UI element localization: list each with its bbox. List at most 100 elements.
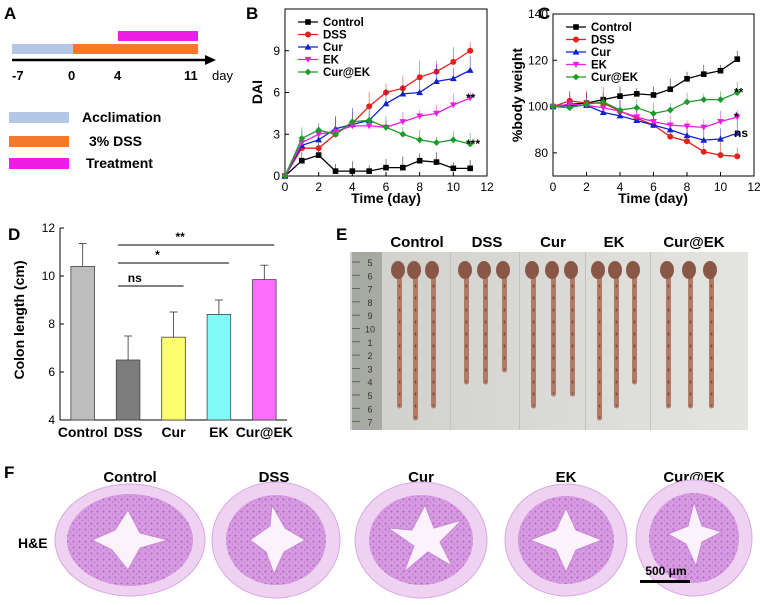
cecum <box>407 261 421 279</box>
photo-column-divider <box>519 252 520 430</box>
weight-data-point <box>683 98 691 106</box>
panel-letter-e: E <box>336 225 347 244</box>
dai-data-point <box>315 136 323 143</box>
colon-y-tick-label: 6 <box>48 365 55 379</box>
colon-specimen-content <box>615 273 618 406</box>
ruler <box>352 252 382 430</box>
weight-x-tick-label: 0 <box>550 180 557 194</box>
dai-data-point <box>416 89 424 96</box>
timeline-unit: day <box>212 68 233 83</box>
timeline-dss-bar <box>73 44 198 54</box>
dai-data-point <box>416 113 424 120</box>
colon-bar <box>252 279 277 421</box>
dai-data-point <box>433 110 440 117</box>
weight-legend-marker <box>572 73 580 81</box>
dai-data-point <box>315 145 322 152</box>
ruler-number: 6 <box>367 271 372 281</box>
weight-data-point <box>700 124 708 131</box>
legend-label-acclimation: Acclimation <box>82 109 161 125</box>
dai-data-point <box>315 126 323 134</box>
weight-x-tick-label: 6 <box>650 180 657 194</box>
colon-category-label: Control <box>58 424 108 440</box>
dai-data-point <box>399 130 407 138</box>
histology-section-cur-ek <box>635 479 753 597</box>
ruler-number: 5 <box>367 258 372 268</box>
weight-data-point <box>733 129 741 136</box>
cecum <box>391 261 405 279</box>
colon-y-tick-label: 4 <box>48 413 55 427</box>
colon-significance-label: ns <box>128 271 142 285</box>
weight-y-tick-label: 120 <box>528 53 548 67</box>
weight-data-point <box>666 106 674 114</box>
colon-specimens <box>391 261 717 421</box>
dai-legend-marker <box>304 43 312 50</box>
dai-data-point <box>315 131 323 138</box>
body-weight-line-chart: %body weight Time (day) 0 2 4 6 8 10 12 80 100 12… <box>509 7 760 206</box>
ruler-number: 8 <box>367 298 372 308</box>
colon-specimen <box>686 271 693 409</box>
weight-data-point <box>717 119 724 126</box>
dai-data-point <box>416 157 423 164</box>
colon-y-tick-label: 8 <box>48 317 55 331</box>
colon-specimen <box>529 271 536 409</box>
colon-specimen-content <box>465 273 468 382</box>
colon-specimen <box>395 271 402 409</box>
dai-x-tick-label: 10 <box>447 180 461 194</box>
colon-specimen <box>462 271 469 385</box>
weight-data-point <box>616 106 624 114</box>
cecum <box>591 261 605 279</box>
histology-stain-label: H&E <box>18 535 48 551</box>
dai-data-point <box>466 140 474 148</box>
dai-legend-label: Cur <box>323 42 343 54</box>
dai-data-point <box>449 136 457 144</box>
dai-x-tick-label: 12 <box>480 180 494 194</box>
weight-x-tick-label: 4 <box>617 180 624 194</box>
colon-specimen <box>568 271 575 397</box>
colon-bar <box>161 336 186 421</box>
weight-series-line <box>552 103 738 129</box>
weight-data-point <box>650 119 657 126</box>
dai-y-tick-label: 6 <box>273 86 280 100</box>
dai-x-axis-label: Time (day) <box>351 190 421 206</box>
weight-data-point <box>684 76 690 82</box>
weight-data-point <box>633 104 641 112</box>
weight-x-tick-label: 8 <box>684 180 691 194</box>
panel-letter-f: F <box>4 463 14 482</box>
scale-bar-label: 500 μm <box>645 564 686 578</box>
weight-data-point <box>717 67 724 74</box>
panel-letter-b: B <box>246 4 258 23</box>
colon-specimen <box>411 271 418 421</box>
dai-series-line <box>284 69 471 177</box>
histology-label-ek: EK <box>556 469 577 486</box>
dai-data-point <box>467 47 474 54</box>
photo-label-cur-ek: Cur@EK <box>663 234 724 251</box>
dai-x-tick-label: 8 <box>416 180 423 194</box>
colon-specimen <box>630 271 637 385</box>
dai-data-point <box>332 168 339 174</box>
photo-label-control: Control <box>390 234 443 251</box>
colon-specimen-content <box>432 273 435 406</box>
dai-data-point <box>449 75 457 82</box>
dai-x-tick-label: 6 <box>383 180 390 194</box>
colon-bar <box>70 265 95 421</box>
timeline-treatment-bar <box>118 31 198 41</box>
colon-specimen-content <box>398 273 401 406</box>
colon-specimen-content <box>633 273 636 382</box>
weight-x-tick-label: 10 <box>714 180 728 194</box>
ruler-number: 7 <box>367 285 372 295</box>
weight-data-point <box>684 138 690 145</box>
weight-y-axis-label: %body weight <box>509 48 525 142</box>
photo-label-ek: EK <box>604 234 625 251</box>
dai-y-axis-label: DAI <box>249 80 265 104</box>
colon-specimen <box>481 271 488 385</box>
ruler-number: 5 <box>367 391 372 401</box>
photo-column-divider <box>450 252 451 430</box>
weight-data-point <box>549 103 557 110</box>
legend-label-dss: 3% DSS <box>89 133 142 149</box>
legend-swatch-acclimation <box>9 112 69 123</box>
colon-significance-label: ** <box>176 230 186 244</box>
weight-data-point <box>650 92 657 98</box>
weight-y-tick-label: 80 <box>535 146 549 160</box>
histology-section-cur <box>354 481 488 599</box>
dai-legend-label: Control <box>323 17 364 29</box>
